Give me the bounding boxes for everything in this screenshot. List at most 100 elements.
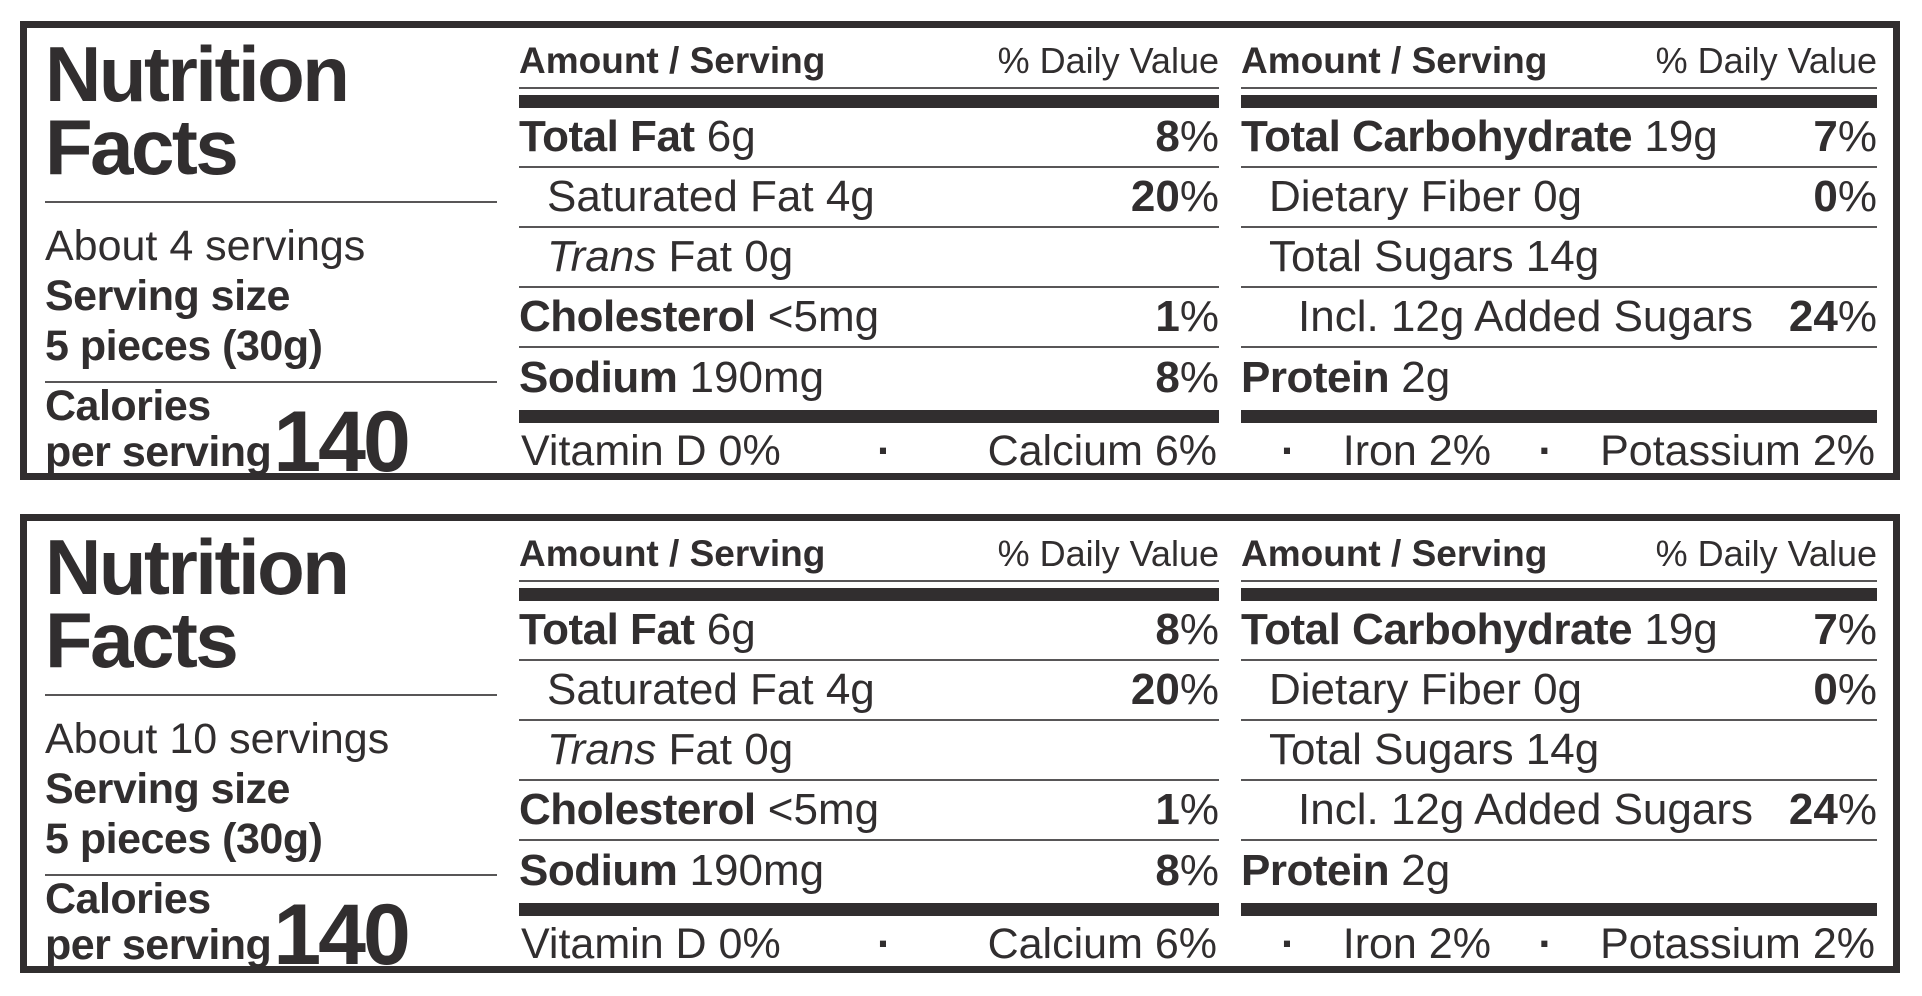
nutrient-name: Total Sugars 14g: [1241, 235, 1599, 279]
title-divider: [45, 201, 497, 204]
nutrient-name-segment: Dietary Fiber 0g: [1269, 172, 1583, 221]
nutrient-name: Saturated Fat 4g: [519, 175, 875, 219]
daily-value-number: 8: [1155, 846, 1180, 895]
calories-label-line: Calories: [45, 382, 211, 431]
nutrient-row: Cholesterol <5mg 1%: [519, 781, 1219, 841]
nutrient-name: Trans Fat 0g: [519, 235, 793, 279]
micronutrient-row: · Iron 2% · Potassium 2%: [1241, 916, 1877, 972]
nutrient-name-segment: Total Sugars 14g: [1269, 232, 1600, 281]
nutrient-name-segment: Total Fat: [519, 605, 695, 654]
daily-value-number: 1: [1155, 785, 1180, 834]
nutrient-name-segment: Trans: [547, 725, 657, 774]
nutrient-row: Total Carbohydrate 19g 7%: [1241, 108, 1877, 168]
nutrient-row: Total Fat 6g 8%: [519, 601, 1219, 661]
nutrient-name-segment: Sodium: [519, 846, 678, 895]
nutrient-name: Total Fat 6g: [519, 608, 756, 652]
column-header: Amount / Serving % Daily Value: [519, 40, 1219, 89]
daily-value-number: 20: [1130, 172, 1180, 221]
nutrient-name: Dietary Fiber 0g: [1241, 668, 1582, 712]
daily-value-number: 24: [1788, 785, 1838, 834]
daily-value: 7%: [1813, 115, 1877, 159]
nutrient-column: Amount / Serving % Daily Value Total Fat 6…: [519, 521, 1219, 978]
amount-serving-header: Amount / Serving: [1241, 40, 1548, 81]
header-bar: [519, 588, 1219, 601]
serving-size-line: Serving size: [45, 272, 290, 321]
daily-value: 0%: [1813, 175, 1877, 219]
nutrient-name: Sodium 190mg: [519, 356, 824, 400]
micronutrient-value: Calcium 6%: [987, 426, 1217, 475]
label-info-column: Nutrition Facts About 10 servings Serving s…: [45, 521, 497, 978]
calories-label-line: per serving: [45, 921, 272, 970]
nutrient-row: Protein 2g: [1241, 841, 1877, 901]
calories-divider: [45, 874, 497, 877]
nutrient-name-segment: 190mg: [677, 353, 825, 402]
amount-serving-header: Amount / Serving: [1241, 533, 1548, 574]
nutrient-name-segment: Fat 0g: [656, 232, 794, 281]
percent-sign: %: [1837, 292, 1877, 341]
separator-dot: ·: [1281, 426, 1296, 475]
nutrient-name: Protein 2g: [1241, 356, 1450, 400]
nutrient-name: Sodium 190mg: [519, 849, 824, 893]
percent-sign: %: [1837, 112, 1877, 161]
daily-value: 0%: [1813, 668, 1877, 712]
nutrient-name: Incl. 12g Added Sugars: [1241, 788, 1753, 832]
micronutrient-value: Potassium 2%: [1600, 919, 1875, 968]
micronutrient-row: Vitamin D 0% · Calcium 6%: [519, 916, 1219, 972]
nutrient-row: Total Carbohydrate 19g 7%: [1241, 601, 1877, 661]
nutrient-name-segment: 19g: [1632, 605, 1718, 654]
label-title-line: Nutrition: [45, 523, 350, 611]
nutrient-row: Trans Fat 0g: [519, 228, 1219, 288]
nutrient-name-segment: Total Carbohydrate: [1241, 112, 1633, 161]
nutrient-name-segment: Fat 0g: [656, 725, 794, 774]
serving-size-line: Serving size: [45, 765, 290, 814]
label-title: Nutrition Facts: [45, 523, 497, 678]
nutrient-row: Incl. 12g Added Sugars 24%: [1241, 781, 1877, 841]
daily-value: 20%: [1131, 668, 1219, 712]
header-bar: [1241, 95, 1877, 108]
percent-sign: %: [1179, 665, 1219, 714]
amount-serving-header: Amount / Serving: [519, 533, 826, 574]
daily-value-header: % Daily Value: [997, 533, 1219, 574]
header-bar: [519, 95, 1219, 108]
separator-dot: ·: [876, 919, 892, 968]
micronutrient-row: · Iron 2% · Potassium 2%: [1241, 423, 1877, 479]
calories-block: Calories per serving 140: [45, 382, 497, 485]
nutrient-column: Amount / Serving % Daily Value Total Fat 6…: [519, 28, 1219, 485]
micronutrient-value: Vitamin D 0%: [521, 919, 781, 968]
daily-value-number: 8: [1155, 112, 1180, 161]
nutrient-name-segment: Sodium: [519, 353, 678, 402]
nutrient-name-segment: <5mg: [755, 785, 880, 834]
nutrient-row: Saturated Fat 4g 20%: [519, 168, 1219, 228]
nutrient-name-segment: 19g: [1632, 112, 1718, 161]
nutrient-name-segment: Trans: [547, 232, 657, 281]
daily-value-header: % Daily Value: [997, 40, 1219, 81]
separator-dot: ·: [1538, 919, 1553, 968]
label-title-line: Nutrition: [45, 30, 350, 118]
daily-value-number: 0: [1813, 172, 1838, 221]
micronutrient-value: Potassium 2%: [1600, 426, 1875, 475]
nutrient-row: Cholesterol <5mg 1%: [519, 288, 1219, 348]
nutrient-row: Total Fat 6g 8%: [519, 108, 1219, 168]
nutrient-name-segment: 190mg: [677, 846, 825, 895]
separator-dot: ·: [1538, 426, 1553, 475]
percent-sign: %: [1837, 605, 1877, 654]
nutrient-row: Trans Fat 0g: [519, 721, 1219, 781]
amount-serving-header: Amount / Serving: [519, 40, 826, 81]
nutrient-name-segment: 2g: [1389, 846, 1451, 895]
nutrient-row: Saturated Fat 4g 20%: [519, 661, 1219, 721]
percent-sign: %: [1179, 112, 1219, 161]
nutrient-name: Total Sugars 14g: [1241, 728, 1599, 772]
serving-size-line: 5 pieces (30g): [45, 322, 323, 371]
percent-sign: %: [1179, 846, 1219, 895]
percent-sign: %: [1179, 172, 1219, 221]
daily-value-number: 1: [1155, 292, 1180, 341]
nutrition-label-bottom: Nutrition Facts About 10 servings Serving s…: [20, 514, 1900, 978]
nutrient-name: Saturated Fat 4g: [519, 668, 875, 712]
micronutrient-value: Calcium 6%: [987, 919, 1217, 968]
nutrient-name-segment: Total Carbohydrate: [1241, 605, 1633, 654]
nutrient-name-segment: Total Fat: [519, 112, 695, 161]
nutrient-name: Protein 2g: [1241, 849, 1450, 893]
calories-label: Calories per serving: [45, 876, 272, 970]
daily-value: 1%: [1155, 295, 1219, 339]
nutrient-name-segment: Total Sugars 14g: [1269, 725, 1600, 774]
